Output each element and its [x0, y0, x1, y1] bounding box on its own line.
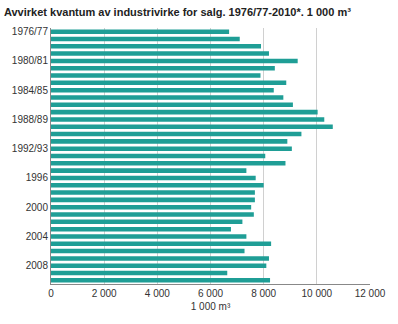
svg-text:12 000: 12 000 — [355, 288, 386, 299]
svg-text:4 000: 4 000 — [145, 288, 170, 299]
svg-text:10 000: 10 000 — [302, 288, 333, 299]
svg-text:6 000: 6 000 — [198, 288, 223, 299]
svg-text:1988/89: 1988/89 — [12, 114, 49, 125]
svg-text:1 000 m³: 1 000 m³ — [191, 301, 231, 312]
svg-text:2 000: 2 000 — [92, 288, 117, 299]
svg-text:8 000: 8 000 — [251, 288, 276, 299]
svg-text:2008: 2008 — [26, 260, 49, 271]
svg-text:Avvirket kvantum av industrivi: Avvirket kvantum av industrivirke for sa… — [4, 6, 351, 18]
svg-text:1992/93: 1992/93 — [12, 143, 49, 154]
svg-text:2004: 2004 — [26, 231, 49, 242]
svg-text:1980/81: 1980/81 — [12, 55, 49, 66]
svg-text:1984/85: 1984/85 — [12, 85, 49, 96]
svg-text:1976/77: 1976/77 — [12, 26, 49, 37]
svg-text:0: 0 — [48, 288, 54, 299]
svg-text:1996: 1996 — [26, 172, 49, 183]
svg-text:2000: 2000 — [26, 202, 49, 213]
